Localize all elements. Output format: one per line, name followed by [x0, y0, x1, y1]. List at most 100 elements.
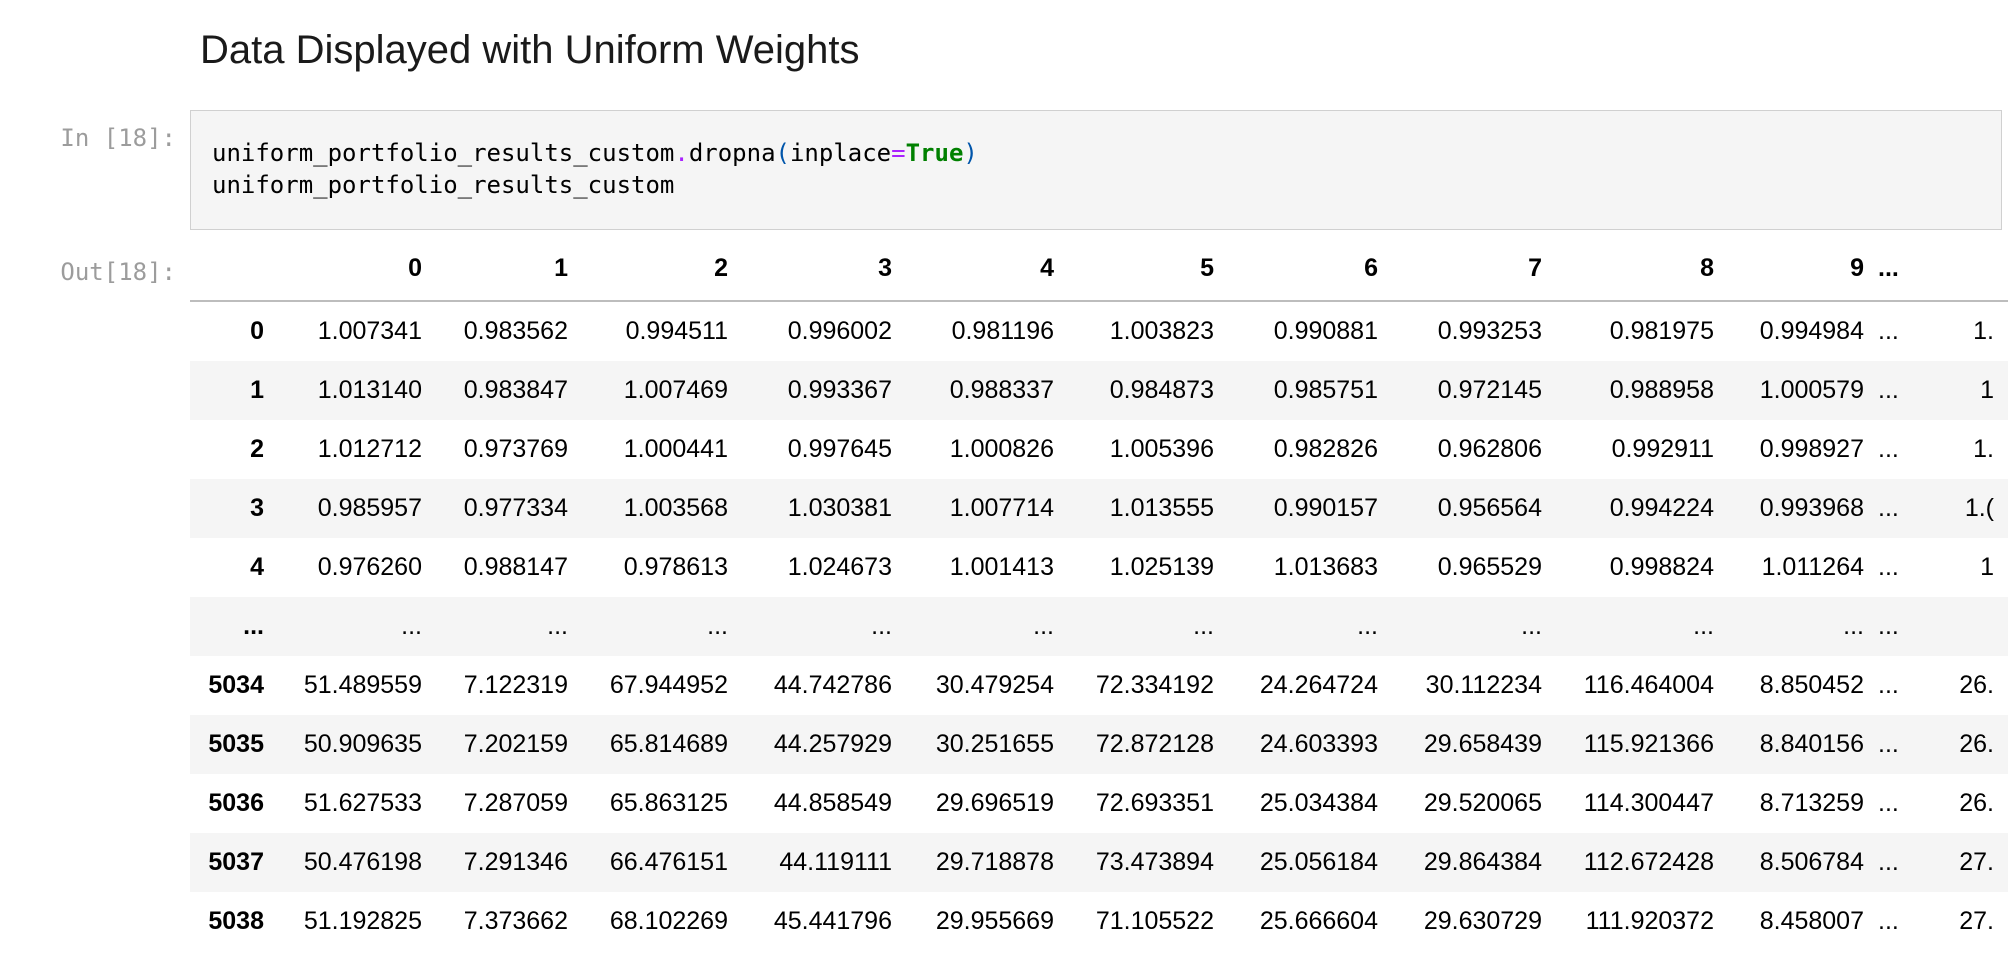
column-header: 9 [1728, 236, 1878, 302]
table-cell: ... [401, 612, 422, 640]
table-cell: 1.013555 [1109, 494, 1214, 522]
table-cell: 1.013140 [317, 376, 422, 404]
row-index-label: 5037 [208, 848, 264, 876]
code-argument-name: inplace [789, 139, 892, 167]
table-cell: 7.202159 [463, 730, 568, 758]
code-close-paren: ) [963, 139, 978, 167]
table-cell: ... [871, 612, 892, 640]
table-cell: 1.000579 [1759, 376, 1864, 404]
table-cell: 1.011264 [1761, 553, 1864, 581]
row-index-label: 0 [250, 317, 264, 345]
table-cell: 0.962806 [1437, 435, 1542, 463]
table-cell: 116.464004 [1583, 671, 1714, 699]
table-cell: 51.489559 [303, 671, 422, 699]
row-index-label: ... [243, 612, 264, 640]
table-cell: 0.994984 [1759, 317, 1864, 345]
code-cell-editor[interactable]: uniform_portfolio_results_custom.dropna(… [190, 110, 2002, 230]
dataframe-header-row: 0 1 2 3 4 5 6 7 8 9... [190, 236, 2008, 302]
table-row: 1 1.013140 0.983847 1.007469 0.993367 0.98833… [190, 361, 2008, 420]
table-cell [1946, 597, 2008, 656]
table-row: 2 1.012712 0.973769 1.000441 0.997645 1.00082… [190, 420, 2008, 479]
table-cell: 29.630729 [1423, 907, 1542, 935]
table-cell: 0.965529 [1437, 553, 1542, 581]
code-method-name: dropna [688, 139, 776, 167]
table-cell: 68.102269 [609, 907, 728, 935]
table-cell: ... [1878, 730, 1899, 758]
table-cell: ... [1878, 317, 1899, 345]
table-row: 5037 50.476198 7.291346 66.476151 44.119111 2… [190, 833, 2008, 892]
table-row: .................................... [190, 597, 2008, 656]
table-cell: 112.672428 [1583, 848, 1714, 876]
table-cell: 0.993253 [1437, 317, 1542, 345]
table-cell: ... [1878, 612, 1899, 640]
table-cell: 7.122319 [463, 671, 568, 699]
column-header: 5 [1068, 236, 1228, 302]
output-prompt: Out[18]: [60, 258, 176, 286]
code-equals-operator: = [891, 139, 906, 167]
table-cell: 1.( [1964, 494, 1994, 522]
table-row: 3 0.985957 0.977334 1.003568 1.030381 1.00771… [190, 479, 2008, 538]
table-cell: ... [1878, 494, 1899, 522]
table-cell: ... [1878, 907, 1899, 935]
code-dot-operator: . [674, 139, 689, 167]
table-cell: ... [1878, 848, 1899, 876]
table-cell: ... [1878, 376, 1899, 404]
column-header: 3 [742, 236, 906, 302]
table-cell: ... [1878, 435, 1899, 463]
table-row: 5036 51.627533 7.287059 65.863125 44.858549 2… [190, 774, 2008, 833]
table-cell: 44.119111 [779, 848, 892, 876]
table-cell: 1.030381 [787, 494, 892, 522]
table-cell: 0.988337 [949, 376, 1054, 404]
table-cell: 0.983847 [463, 376, 568, 404]
table-cell: 67.944952 [609, 671, 728, 699]
row-index-label: 2 [250, 435, 264, 463]
table-cell: 50.909635 [303, 730, 422, 758]
table-cell: 0.988147 [463, 553, 568, 581]
column-header: 4 [906, 236, 1068, 302]
dataframe-body: 0 1.007341 0.983562 0.994511 0.996002 0.98119… [190, 301, 2008, 951]
table-cell: 1. [1973, 435, 1994, 463]
table-row: 4 0.976260 0.988147 0.978613 1.024673 1.00141… [190, 538, 2008, 597]
table-cell: ... [547, 612, 568, 640]
code-line-1: uniform_portfolio_results_custom.dropna(… [212, 139, 978, 167]
table-cell: 0.976260 [317, 553, 422, 581]
table-cell: 1.013683 [1273, 553, 1378, 581]
table-cell: 0.988958 [1609, 376, 1714, 404]
table-cell: 45.441796 [773, 907, 892, 935]
table-cell: 25.034384 [1259, 789, 1378, 817]
table-cell: 0.956564 [1437, 494, 1542, 522]
table-cell: ... [1521, 612, 1542, 640]
table-cell: ... [1878, 553, 1899, 581]
table-cell: 1.007469 [623, 376, 728, 404]
table-cell: 0.983562 [463, 317, 568, 345]
table-cell: 29.718878 [935, 848, 1054, 876]
code-keyword-true: True [905, 139, 964, 167]
table-cell: 30.251655 [935, 730, 1054, 758]
table-cell: 0.998927 [1759, 435, 1864, 463]
table-cell: 29.520065 [1423, 789, 1542, 817]
table-cell: 29.658439 [1423, 730, 1542, 758]
table-cell: 72.334192 [1095, 671, 1214, 699]
table-cell: 1.003568 [623, 494, 728, 522]
table-cell: 8.840156 [1759, 730, 1864, 758]
table-row: 5034 51.489559 7.122319 67.944952 44.742786 3… [190, 656, 2008, 715]
table-cell: 24.603393 [1259, 730, 1378, 758]
table-cell: ... [1843, 612, 1864, 640]
table-cell: 0.990157 [1273, 494, 1378, 522]
table-cell: 1. [1973, 317, 1994, 345]
table-cell: 30.479254 [935, 671, 1054, 699]
table-cell: 1.005396 [1109, 435, 1214, 463]
table-cell: 1.024673 [787, 553, 892, 581]
table-cell: 65.863125 [609, 789, 728, 817]
input-prompt: In [18]: [60, 124, 176, 152]
table-cell: 71.105522 [1095, 907, 1214, 935]
column-header: 6 [1228, 236, 1392, 302]
table-cell: 26. [1959, 671, 1994, 699]
table-cell: 1.000826 [949, 435, 1054, 463]
table-cell: 1.007341 [317, 317, 422, 345]
table-cell: ... [1693, 612, 1714, 640]
column-header: 7 [1392, 236, 1556, 302]
row-index-label: 5034 [208, 671, 264, 699]
row-index-label: 5035 [208, 730, 264, 758]
table-cell: 25.666604 [1259, 907, 1378, 935]
